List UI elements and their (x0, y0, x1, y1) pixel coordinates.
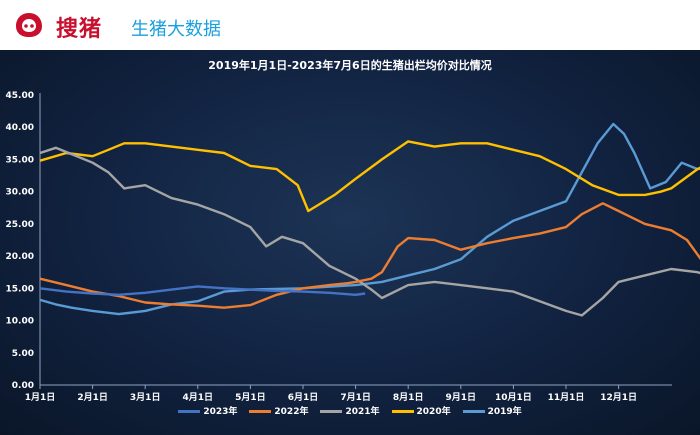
legend-label: 2021年 (345, 407, 380, 417)
x-tick-label: 4月1日 (183, 392, 214, 403)
x-tick-label: 5月1日 (235, 392, 266, 403)
chart-axes: 0.00 5.00 10.00 15.00 20.00 25.00 30.00 35.00 40… (6, 91, 672, 403)
x-tick-label: 6月1日 (288, 392, 319, 403)
series-line-2021年 (39, 146, 700, 317)
legend-item: 2021年 (320, 404, 380, 417)
legend-label: 2019年 (487, 407, 522, 417)
brand-name: 搜猪 (56, 16, 103, 42)
x-tick-label: 10月1日 (495, 392, 532, 403)
x-tick-label: 12月1日 (600, 392, 637, 403)
y-tick-label: 10.00 (6, 317, 34, 327)
series-line-2023年 (39, 285, 366, 296)
legend-item: 2022年 (249, 404, 308, 417)
y-tick-label: 20.00 (6, 252, 34, 262)
x-tick-label: 11月1日 (548, 392, 585, 403)
y-tick-label: 25.00 (6, 220, 34, 230)
series-line-2020年 (39, 140, 700, 213)
x-tick-label: 1月1日 (25, 392, 56, 403)
legend-item: 2020年 (391, 404, 451, 417)
y-tick-label: 40.00 (6, 123, 34, 133)
legend-swatch (391, 410, 414, 413)
legend-label: 2023年 (203, 407, 238, 417)
chart-title: 2019年1月1日-2023年7月6日的生猪出栏均价对比情况 (208, 59, 492, 72)
x-tick-label: 8月1日 (393, 392, 424, 403)
y-tick-label: 35.00 (6, 155, 34, 165)
x-tick-label: 2月1日 (77, 392, 108, 403)
legend-swatch (462, 410, 485, 413)
y-tick-label: 30.00 (6, 188, 34, 198)
legend-label: 2020年 (416, 407, 451, 417)
x-tick-label: 7月1日 (340, 392, 371, 403)
legend-swatch (178, 410, 201, 413)
series-line-2022年 (39, 202, 700, 309)
pig-logo-icon (16, 13, 42, 37)
chart-series (39, 122, 700, 317)
legend-item: 2023年 (178, 404, 237, 417)
legend-label: 2022年 (274, 407, 309, 417)
series-line-2019年 (39, 122, 700, 316)
x-tick-label: 9月1日 (446, 392, 477, 403)
y-tick-label: 15.00 (6, 284, 34, 294)
y-tick-label: 5.00 (12, 349, 34, 359)
brand-subtitle: 生猪大数据 (131, 19, 221, 40)
y-tick-label: 0.00 (12, 381, 34, 391)
legend-swatch (320, 410, 343, 413)
header-bar: 搜猪 生猪大数据 (0, 0, 700, 50)
chart-legend: 2023年 2022年 2021年 2020年 2019年 (0, 404, 700, 417)
y-tick-label: 45.00 (6, 91, 34, 101)
legend-swatch (249, 410, 272, 413)
x-tick-label: 3月1日 (130, 392, 161, 403)
legend-item: 2019年 (462, 404, 522, 417)
